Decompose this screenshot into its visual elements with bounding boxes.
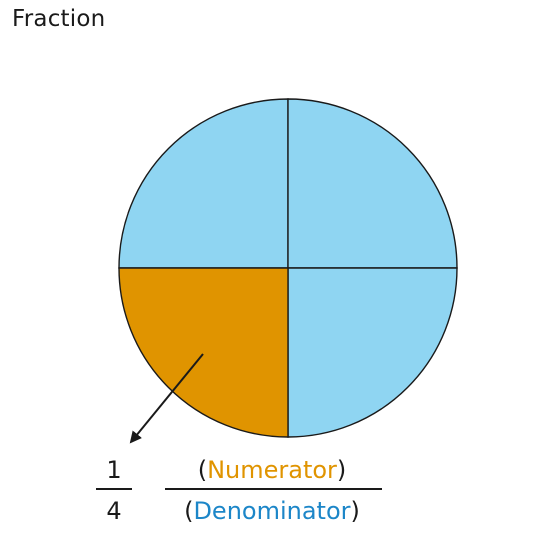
denominator-caption-open: ( [184,497,193,525]
quarter-bottom-right [287,267,458,438]
denominator-caption: (Denominator) [184,497,360,525]
numerator-caption-close: ) [337,456,346,484]
numerator-caption-word: Numerator [207,456,337,484]
numerator-caption: (Numerator) [198,456,347,484]
quarter-bottom-left-shaded [118,267,289,438]
fraction-denominator: 4 [106,497,121,525]
numerator-caption-open: ( [198,456,207,484]
denominator-caption-word: Denominator [193,497,350,525]
denominator-caption-close: ) [351,497,360,525]
fraction-numerator: 1 [106,456,121,484]
quarter-top-left [118,98,289,269]
diagram-title: Fraction [12,6,106,32]
quarter-top-right [287,98,458,269]
pointer-arrow [129,353,204,444]
